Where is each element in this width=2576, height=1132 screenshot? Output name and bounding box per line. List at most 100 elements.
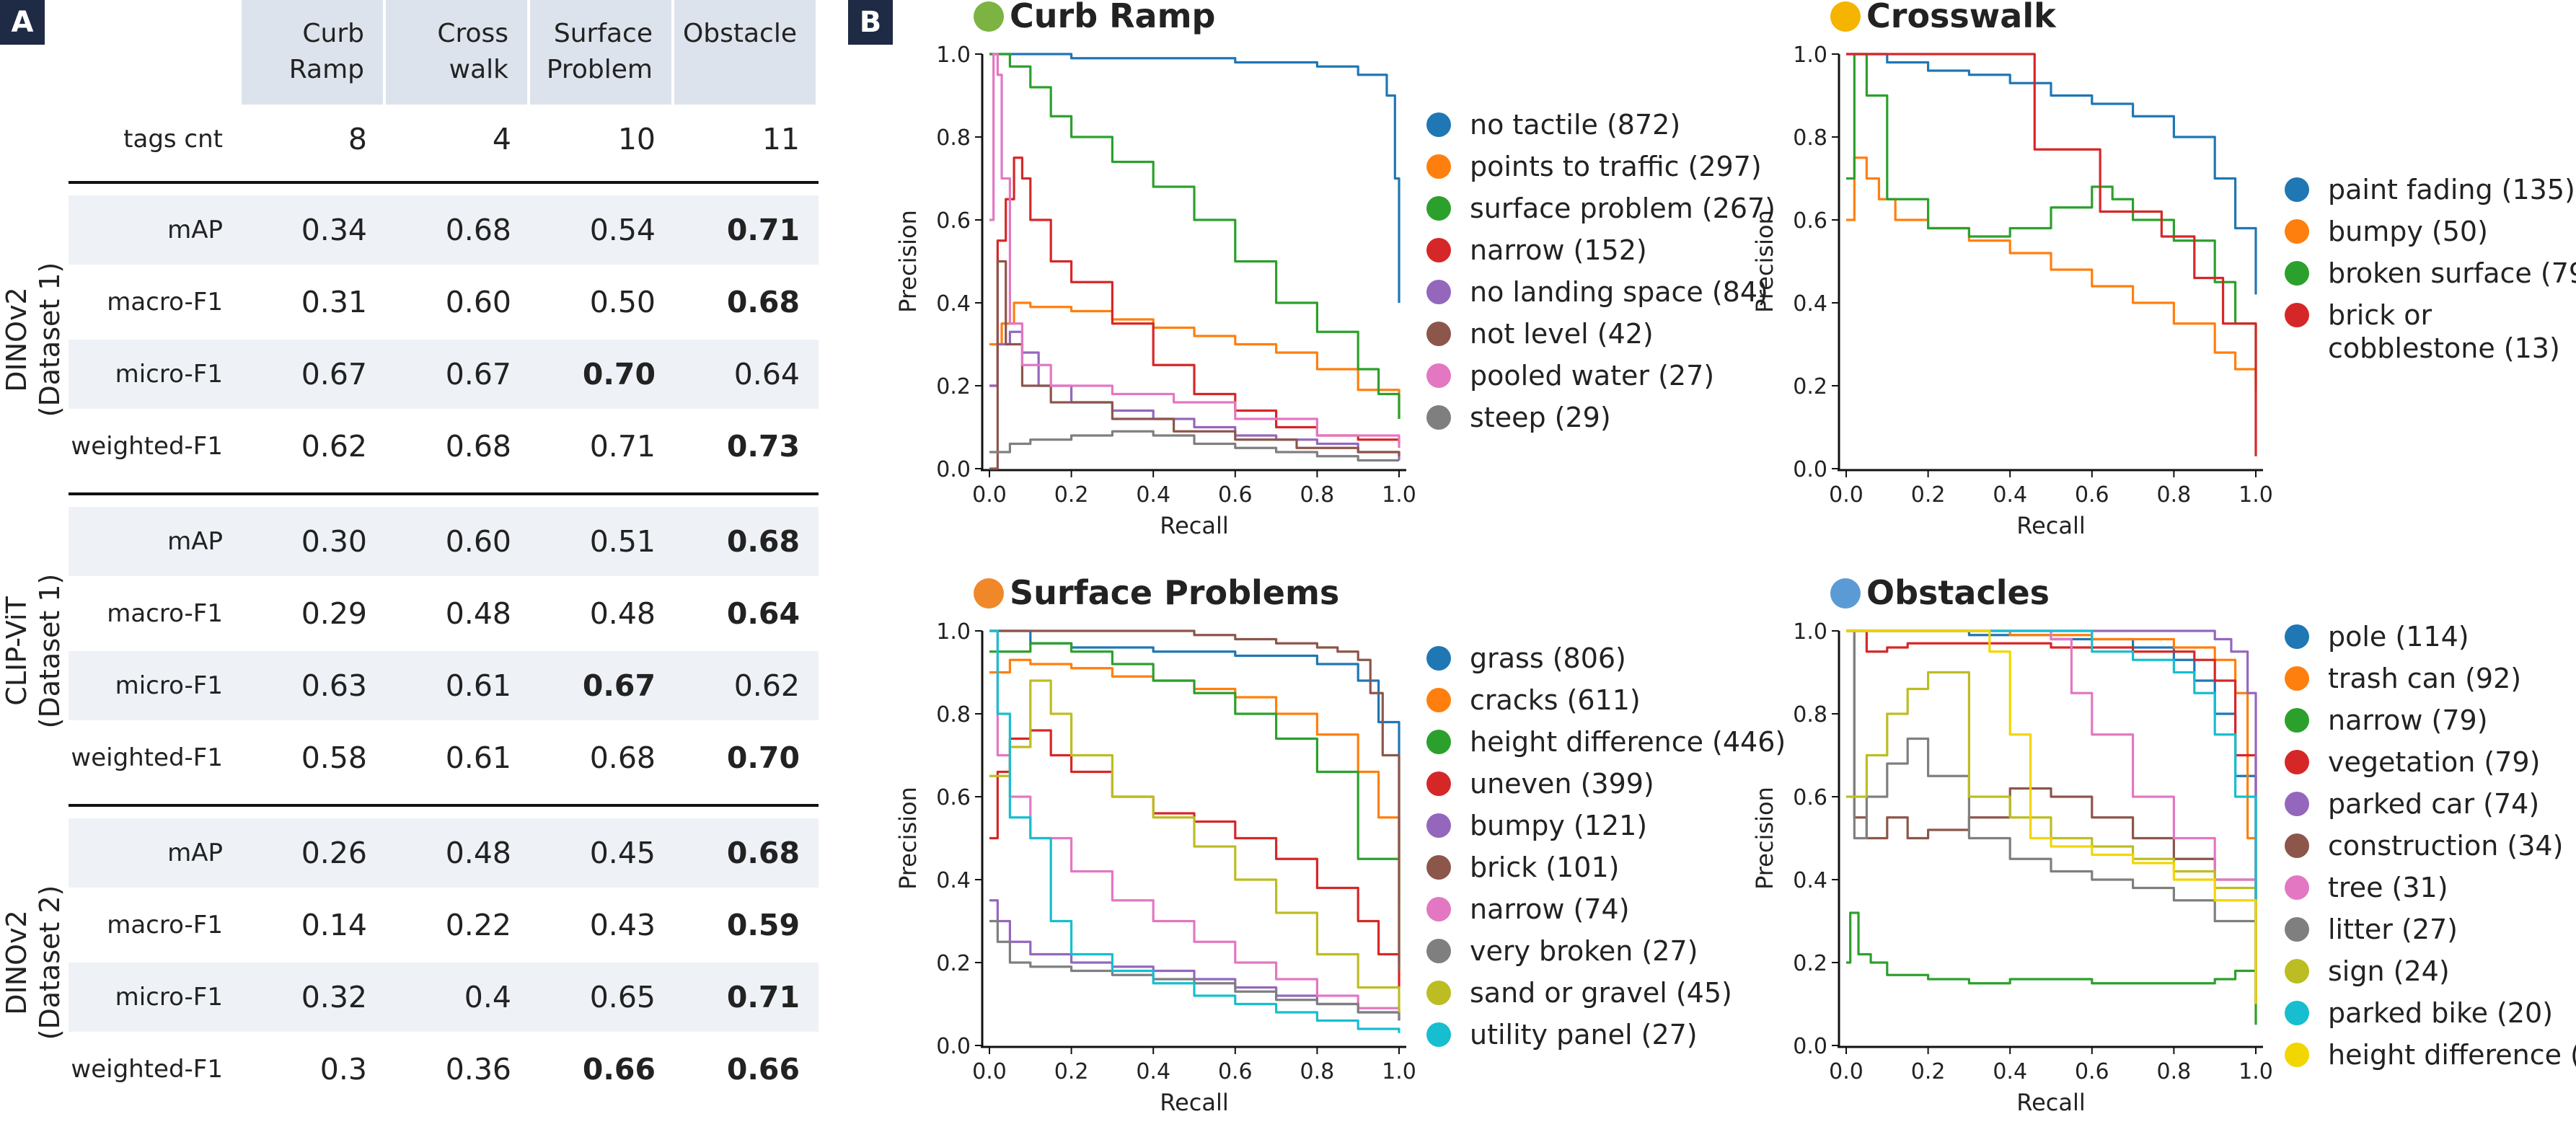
series-line bbox=[1846, 629, 2257, 1004]
cell-value: 0.68 bbox=[726, 524, 800, 559]
y-tick-label: 0.6 bbox=[1793, 785, 1827, 810]
metrics-table: Curb Ramp Cross walk Surface Problem Obstac… bbox=[0, 0, 822, 1119]
pr-chart: 0.0 0.2 0.4 0.6 0.8 1.0 0.0 0.2 0.4 0.6 0.8 1.0 Reca… bbox=[894, 619, 1416, 1116]
y-tick-label: 0.8 bbox=[1793, 702, 1827, 728]
row-label: mAP bbox=[167, 527, 223, 556]
panel-b-badge: B bbox=[848, 0, 893, 45]
y-tick-label: 0.4 bbox=[936, 291, 971, 317]
cell-value: 0.63 bbox=[301, 668, 367, 703]
cell-value: 0.68 bbox=[589, 740, 656, 775]
surface-problem-icon bbox=[974, 578, 1004, 609]
cell-value: 0.50 bbox=[589, 285, 656, 319]
legend-label: surface problem (267) bbox=[1470, 193, 1776, 224]
cell-value: 0.68 bbox=[726, 285, 800, 319]
y-axis-label: Precision bbox=[1751, 787, 1778, 890]
legend-swatch bbox=[2285, 177, 2309, 202]
y-tick-label: 0.4 bbox=[1793, 291, 1827, 317]
y-tick-label: 0.6 bbox=[1793, 208, 1827, 234]
cell-value: 0.32 bbox=[301, 980, 367, 1014]
series-line bbox=[989, 629, 1401, 971]
row-label: micro-F1 bbox=[115, 983, 223, 1012]
series-line bbox=[1846, 911, 2257, 1025]
x-tick-label: 0.4 bbox=[1136, 482, 1170, 508]
x-tick-label: 0.0 bbox=[1829, 1059, 1863, 1084]
cell-value: 0.62 bbox=[733, 668, 800, 703]
legend-label: points to traffic (297) bbox=[1470, 151, 1762, 182]
legend-label: brick (101) bbox=[1470, 852, 1620, 883]
x-tick-label: 0.6 bbox=[1218, 482, 1253, 508]
legend-label: grass (806) bbox=[1470, 642, 1626, 674]
legend-swatch bbox=[1426, 196, 1451, 221]
cell-value: 0.51 bbox=[589, 524, 656, 559]
legend-swatch bbox=[1426, 981, 1451, 1005]
legend-label: utility panel (27) bbox=[1470, 1019, 1698, 1051]
legend-swatch bbox=[2285, 261, 2309, 286]
table-row: macro-F1 0.14 0.22 0.43 0.59 bbox=[69, 890, 819, 960]
cell-value: 0.48 bbox=[445, 596, 511, 631]
legend-label: height difference (446) bbox=[1470, 726, 1786, 758]
x-tick-label: 1.0 bbox=[1382, 1059, 1416, 1084]
cell-value: 0.67 bbox=[582, 668, 656, 703]
cell-value: 0.14 bbox=[301, 908, 367, 942]
legend-label: trash can (92) bbox=[2328, 663, 2522, 694]
legend-label: brick or cobblestone (13) bbox=[2328, 299, 2560, 364]
pr-chart: 0.0 0.2 0.4 0.6 0.8 1.0 0.0 0.2 0.4 0.6 0.8 1.0 Reca… bbox=[1751, 43, 2273, 539]
legend-label: construction (34) bbox=[2328, 830, 2564, 862]
table-row: micro-F1 0.32 0.4 0.65 0.71 bbox=[69, 963, 819, 1032]
series-line bbox=[1846, 53, 2257, 295]
table-row: macro-F1 0.31 0.60 0.50 0.68 bbox=[69, 267, 819, 337]
cell-value: 0.68 bbox=[445, 429, 511, 464]
x-tick-label: 0.6 bbox=[2075, 1059, 2109, 1084]
y-tick-label: 0.2 bbox=[1793, 374, 1827, 399]
group-label: DINOv2 (Dataset 2) bbox=[1, 885, 66, 1040]
legend-swatch bbox=[1426, 855, 1451, 880]
legend-swatch bbox=[2285, 792, 2309, 816]
cell-value: 0.60 bbox=[445, 524, 511, 559]
legend-swatch bbox=[2285, 1001, 2309, 1025]
pr-chart: 0.0 0.2 0.4 0.6 0.8 1.0 0.0 0.2 0.4 0.6 0.8 1.0 Reca… bbox=[894, 43, 1416, 539]
row-label: micro-F1 bbox=[115, 671, 223, 700]
series-line bbox=[1846, 53, 2257, 386]
y-tick-label: 0.8 bbox=[936, 125, 971, 151]
series-line bbox=[989, 260, 1401, 470]
legend-label: narrow (152) bbox=[1470, 234, 1647, 266]
table-row: mAP 0.30 0.60 0.51 0.68 bbox=[69, 507, 819, 576]
chart-title: Curb Ramp bbox=[1010, 0, 1216, 35]
legend-label: broken surface (79) bbox=[2328, 257, 2576, 289]
legend-swatch bbox=[2285, 875, 2309, 900]
row-label: weighted-F1 bbox=[71, 432, 223, 461]
x-tick-label: 1.0 bbox=[2238, 1059, 2273, 1084]
chart-title: Obstacles bbox=[1866, 573, 2050, 612]
y-tick-label: 1.0 bbox=[1793, 619, 1827, 645]
series-line bbox=[989, 53, 1401, 303]
cell-value: 0.64 bbox=[726, 596, 800, 631]
legend-swatch bbox=[1426, 897, 1451, 921]
cell-value: 0.65 bbox=[589, 980, 656, 1014]
chart-title: Surface Problems bbox=[1010, 573, 1340, 612]
legend-label: pole (114) bbox=[2328, 621, 2469, 653]
x-tick-label: 1.0 bbox=[1382, 482, 1416, 508]
legend-label: narrow (79) bbox=[2328, 704, 2488, 736]
x-axis-label: Recall bbox=[1160, 512, 1228, 539]
y-tick-label: 0.8 bbox=[1793, 125, 1827, 151]
legend-label: bumpy (121) bbox=[1470, 810, 1648, 841]
y-axis-label: Precision bbox=[894, 787, 922, 890]
legend-label: narrow (74) bbox=[1470, 893, 1630, 925]
group-label: DINOv2 (Dataset 1) bbox=[1, 262, 66, 417]
x-tick-label: 0.8 bbox=[1300, 482, 1335, 508]
y-tick-label: 0.4 bbox=[1793, 868, 1827, 893]
x-axis-label: Recall bbox=[1160, 1089, 1228, 1116]
column-header: Cross walk bbox=[386, 0, 527, 105]
series-line bbox=[989, 629, 1401, 1033]
legend-swatch bbox=[1426, 154, 1451, 179]
cell-value: 0.29 bbox=[301, 596, 367, 631]
cell-value: 0.67 bbox=[301, 357, 367, 392]
chart-title: Crosswalk bbox=[1866, 0, 2056, 35]
group-label: CLIP-ViT (Dataset 1) bbox=[1, 573, 66, 729]
cell-value: 0.70 bbox=[726, 740, 800, 775]
legend-label: paint fading (135) bbox=[2328, 174, 2575, 205]
cell-value: 0.48 bbox=[445, 836, 511, 870]
cell-value: 0.34 bbox=[301, 213, 367, 247]
crosswalk-icon bbox=[1830, 1, 1861, 32]
cell-value: 8 bbox=[348, 122, 367, 156]
